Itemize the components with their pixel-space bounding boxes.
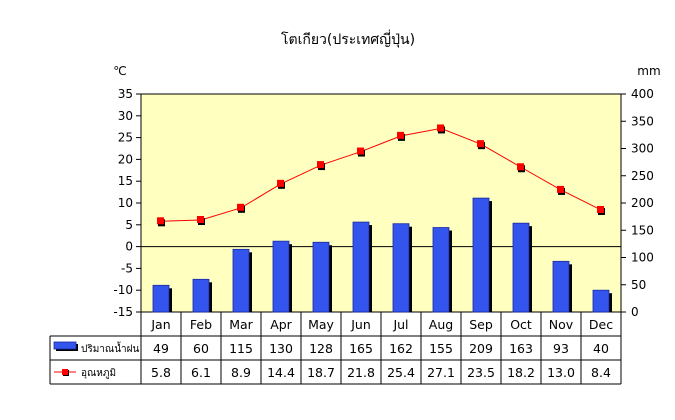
category-label: Feb [190, 317, 212, 332]
category-label: Oct [510, 317, 532, 332]
precipitation-bar [352, 221, 370, 313]
precipitation-bar [152, 284, 170, 313]
left-tick-label: 20 [118, 152, 133, 166]
legend-bar-key [53, 341, 77, 350]
precipitation-value: 40 [593, 341, 609, 356]
temperature-value: 27.1 [427, 365, 455, 380]
precipitation-value: 93 [553, 341, 569, 356]
temperature-line [160, 127, 602, 222]
precipitation-bar [312, 241, 330, 313]
precipitation-bar [272, 240, 290, 313]
left-axis-unit: ℃ [113, 64, 126, 78]
precipitation-value: 130 [269, 341, 293, 356]
right-axis-unit: mm [637, 64, 660, 78]
right-tick-label: 0 [631, 305, 639, 319]
temperature-point [397, 131, 404, 139]
temperature-point [477, 140, 484, 148]
left-tick-label: -10 [113, 283, 133, 297]
temperature-value: 14.4 [267, 365, 295, 380]
temperature-value: 5.8 [151, 365, 171, 380]
left-tick-label: 25 [118, 131, 133, 145]
left-tick-label: 5 [125, 218, 133, 232]
temperature-point [357, 147, 364, 155]
precipitation-value: 115 [229, 341, 253, 356]
temperature-point [317, 161, 324, 169]
precipitation-value: 162 [389, 341, 413, 356]
right-tick-label: 250 [631, 169, 654, 183]
category-label: Dec [589, 317, 613, 332]
precipitation-value: 49 [153, 341, 169, 356]
temperature-point [237, 203, 244, 211]
category-label: Nov [549, 317, 574, 332]
left-tick-label: -15 [113, 305, 133, 319]
legend-precipitation-label: ปริมาณน้ำฝน [81, 341, 140, 355]
temperature-value: 21.8 [347, 365, 375, 380]
left-tick-label: 10 [118, 196, 133, 210]
temperature-point [597, 205, 604, 213]
left-tick-label: 35 [118, 87, 133, 101]
temperature-value: 8.4 [591, 365, 611, 380]
category-label: Apr [270, 317, 292, 332]
temperature-point [437, 124, 444, 132]
temperature-value: 8.9 [231, 365, 251, 380]
temperature-point [197, 216, 204, 224]
precipitation-value: 163 [509, 341, 533, 356]
category-label: Jul [392, 317, 408, 332]
left-tick-label: 15 [118, 174, 133, 188]
precipitation-value: 155 [429, 341, 453, 356]
category-label: Aug [429, 317, 453, 332]
temperature-point [517, 163, 524, 171]
precipitation-value: 60 [193, 341, 209, 356]
precipitation-bar [392, 223, 410, 313]
right-tick-label: 200 [631, 196, 654, 210]
temperature-value: 18.2 [507, 365, 535, 380]
temperature-value: 18.7 [307, 365, 335, 380]
right-tick-label: 50 [631, 278, 646, 292]
chart-title: โตเกียว(ประเทศญี่ปุ่น) [281, 30, 415, 48]
left-tick-label: 0 [125, 240, 133, 254]
left-tick-label: 30 [118, 109, 133, 123]
temperature-value: 13.0 [547, 365, 575, 380]
category-label: May [308, 317, 334, 332]
category-label: Sep [469, 317, 493, 332]
temperature-point [557, 185, 564, 193]
right-tick-label: 300 [631, 142, 654, 156]
precipitation-bar [512, 222, 530, 313]
right-tick-label: 150 [631, 223, 654, 237]
plot-area [140, 93, 622, 313]
temperature-value: 6.1 [191, 365, 211, 380]
category-label: Jun [350, 317, 371, 332]
temperature-point [277, 179, 284, 187]
precipitation-bar [432, 227, 450, 313]
precipitation-bar [592, 289, 610, 313]
precipitation-value: 165 [349, 341, 373, 356]
precipitation-bar [552, 260, 570, 313]
precipitation-bar [232, 248, 250, 313]
temperature-value: 25.4 [387, 365, 415, 380]
precipitation-value: 128 [309, 341, 333, 356]
category-label: Mar [229, 317, 253, 332]
right-tick-label: 400 [631, 87, 654, 101]
precipitation-bar [192, 278, 210, 313]
precipitation-value: 209 [469, 341, 493, 356]
precipitation-bar [472, 197, 490, 313]
right-tick-label: 350 [631, 114, 654, 128]
temperature-value: 23.5 [467, 365, 495, 380]
left-tick-label: -5 [121, 261, 133, 275]
right-tick-label: 100 [631, 251, 654, 265]
category-label: Jan [150, 317, 170, 332]
temperature-point [157, 217, 164, 225]
legend-marker-key [62, 369, 68, 375]
legend-temperature-label: อุณหภูมิ [81, 368, 116, 379]
